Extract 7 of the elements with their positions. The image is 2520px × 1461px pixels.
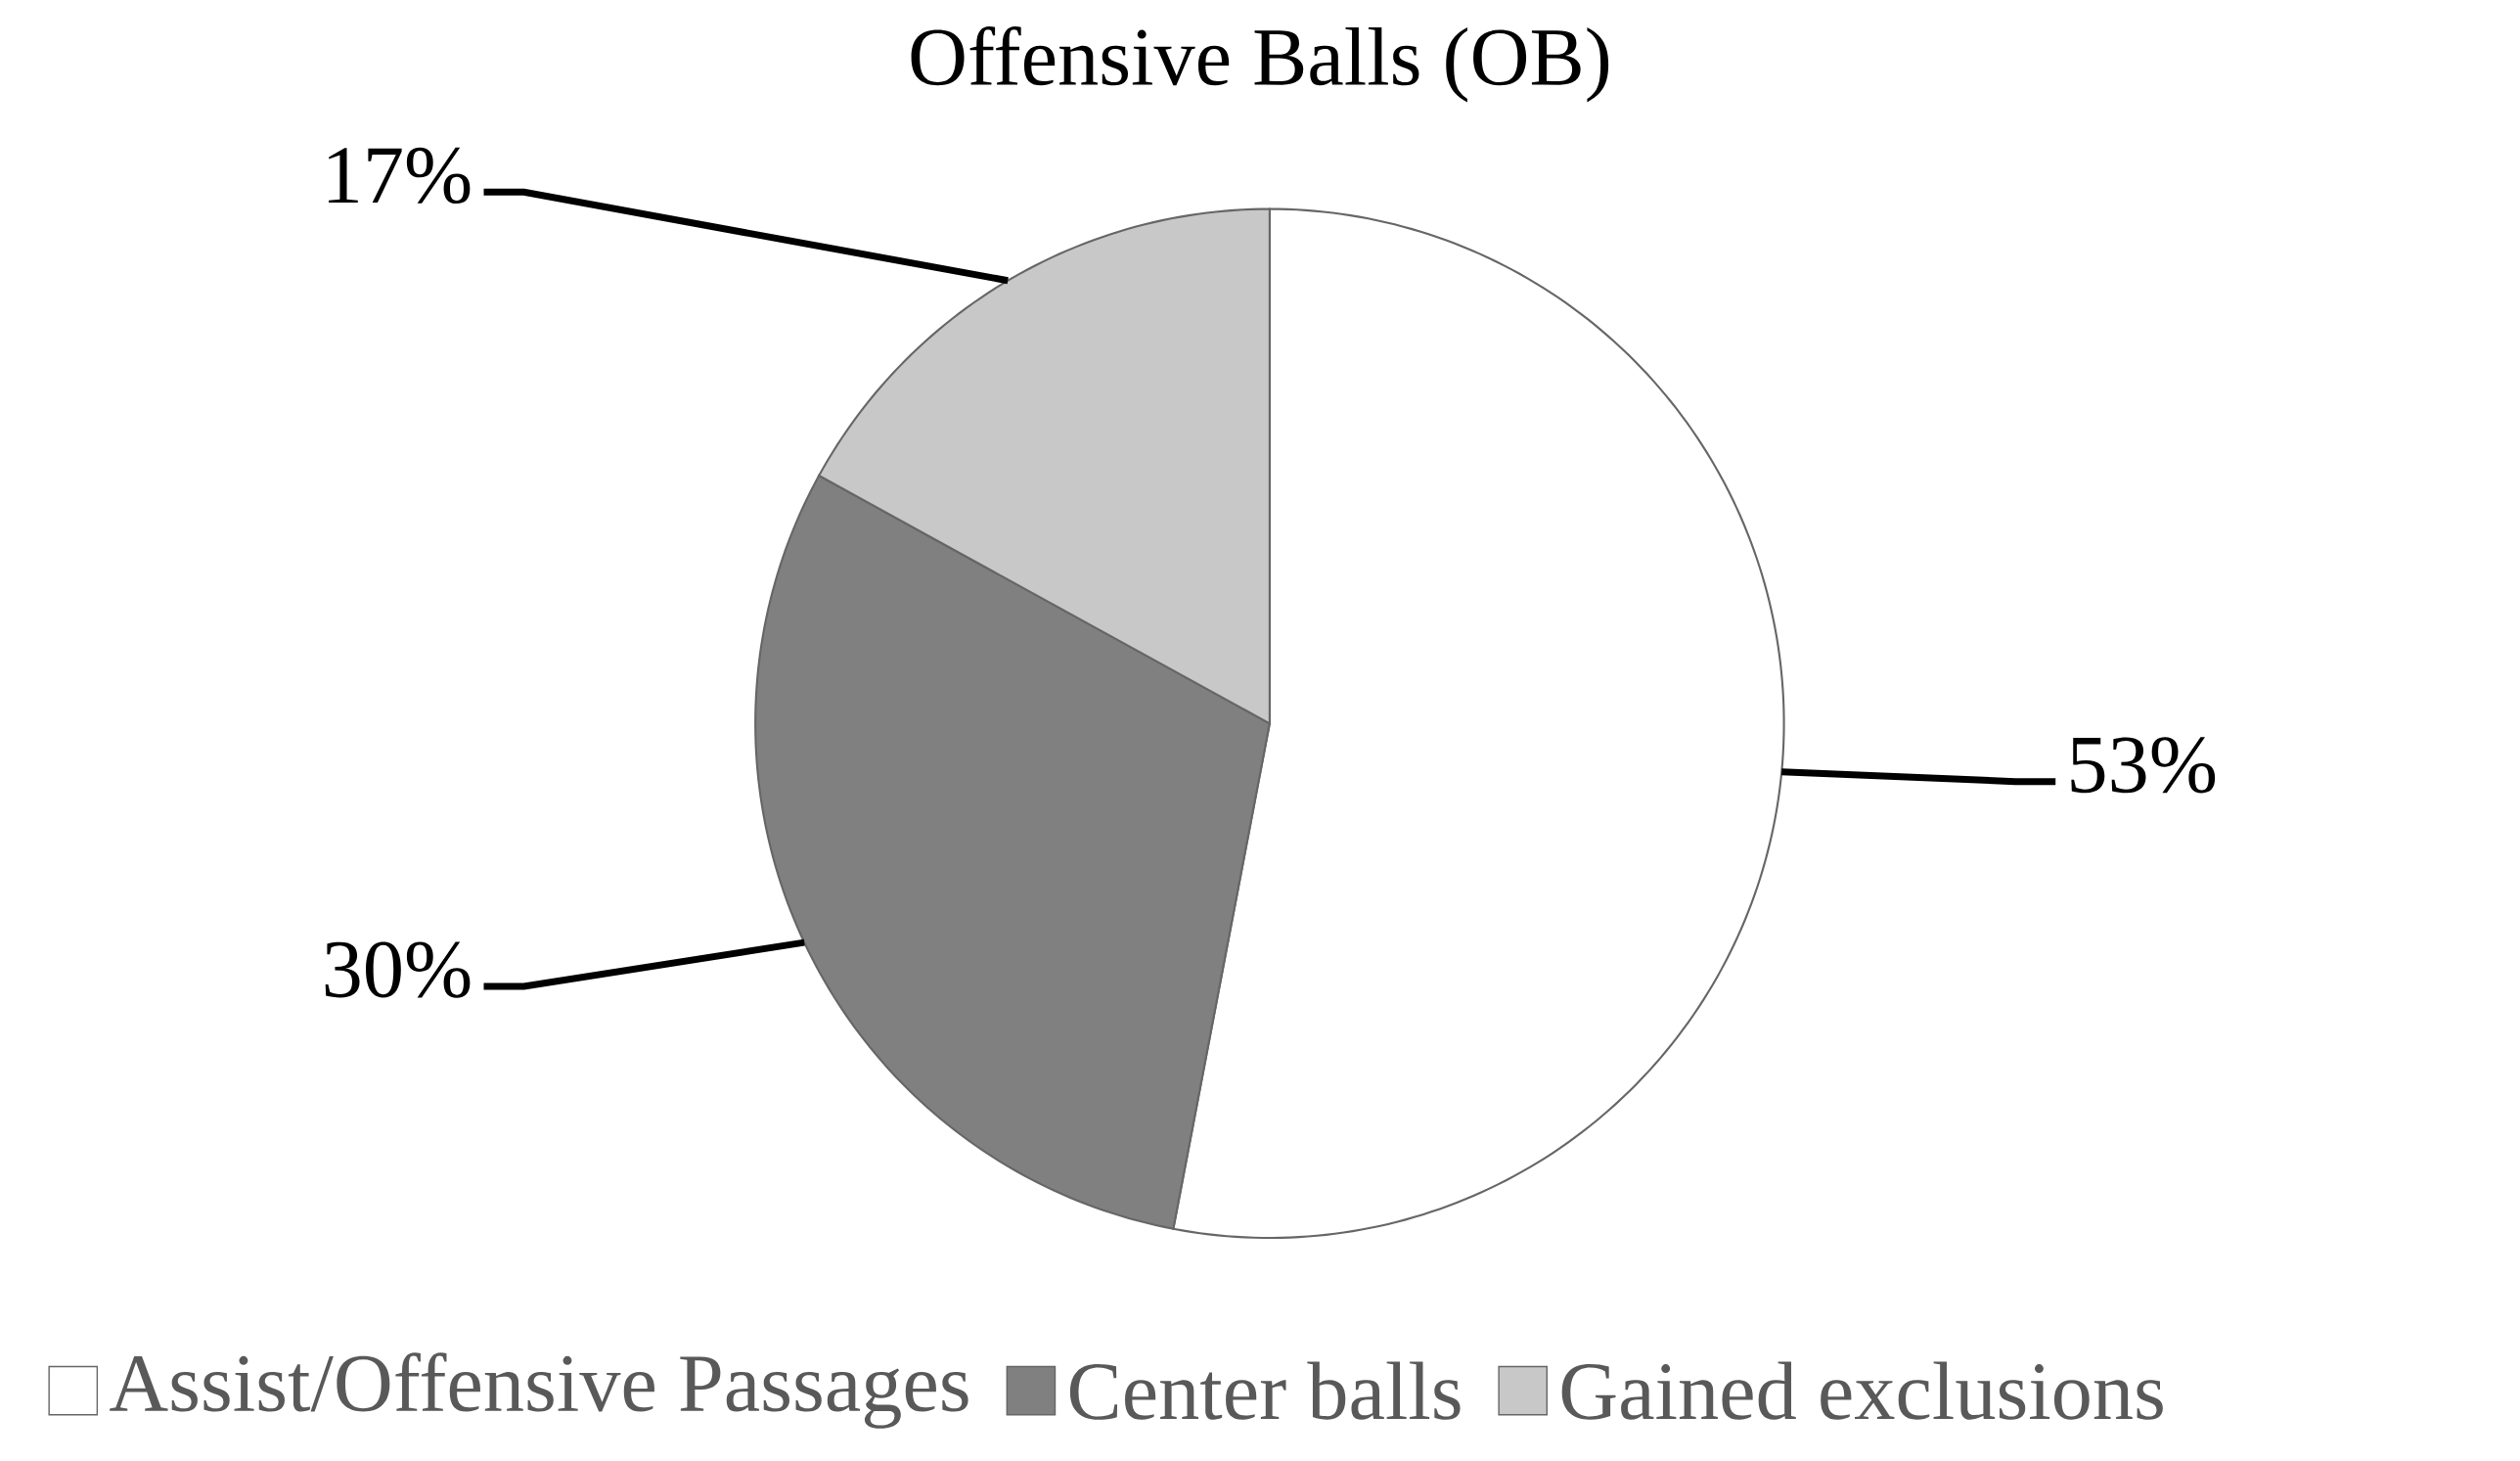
chart-title: Offensive Balls (OB) [911, 25, 1609, 103]
legend-label: Center balls [1069, 1361, 1461, 1420]
legend-label: Assist/Offensive Passages [110, 1352, 968, 1429]
data-label: 53% [2071, 737, 2216, 794]
data-label: 30% [325, 941, 471, 998]
legend-label: Gained exclusions [1561, 1361, 2163, 1420]
data-label: 17% [329, 147, 471, 204]
